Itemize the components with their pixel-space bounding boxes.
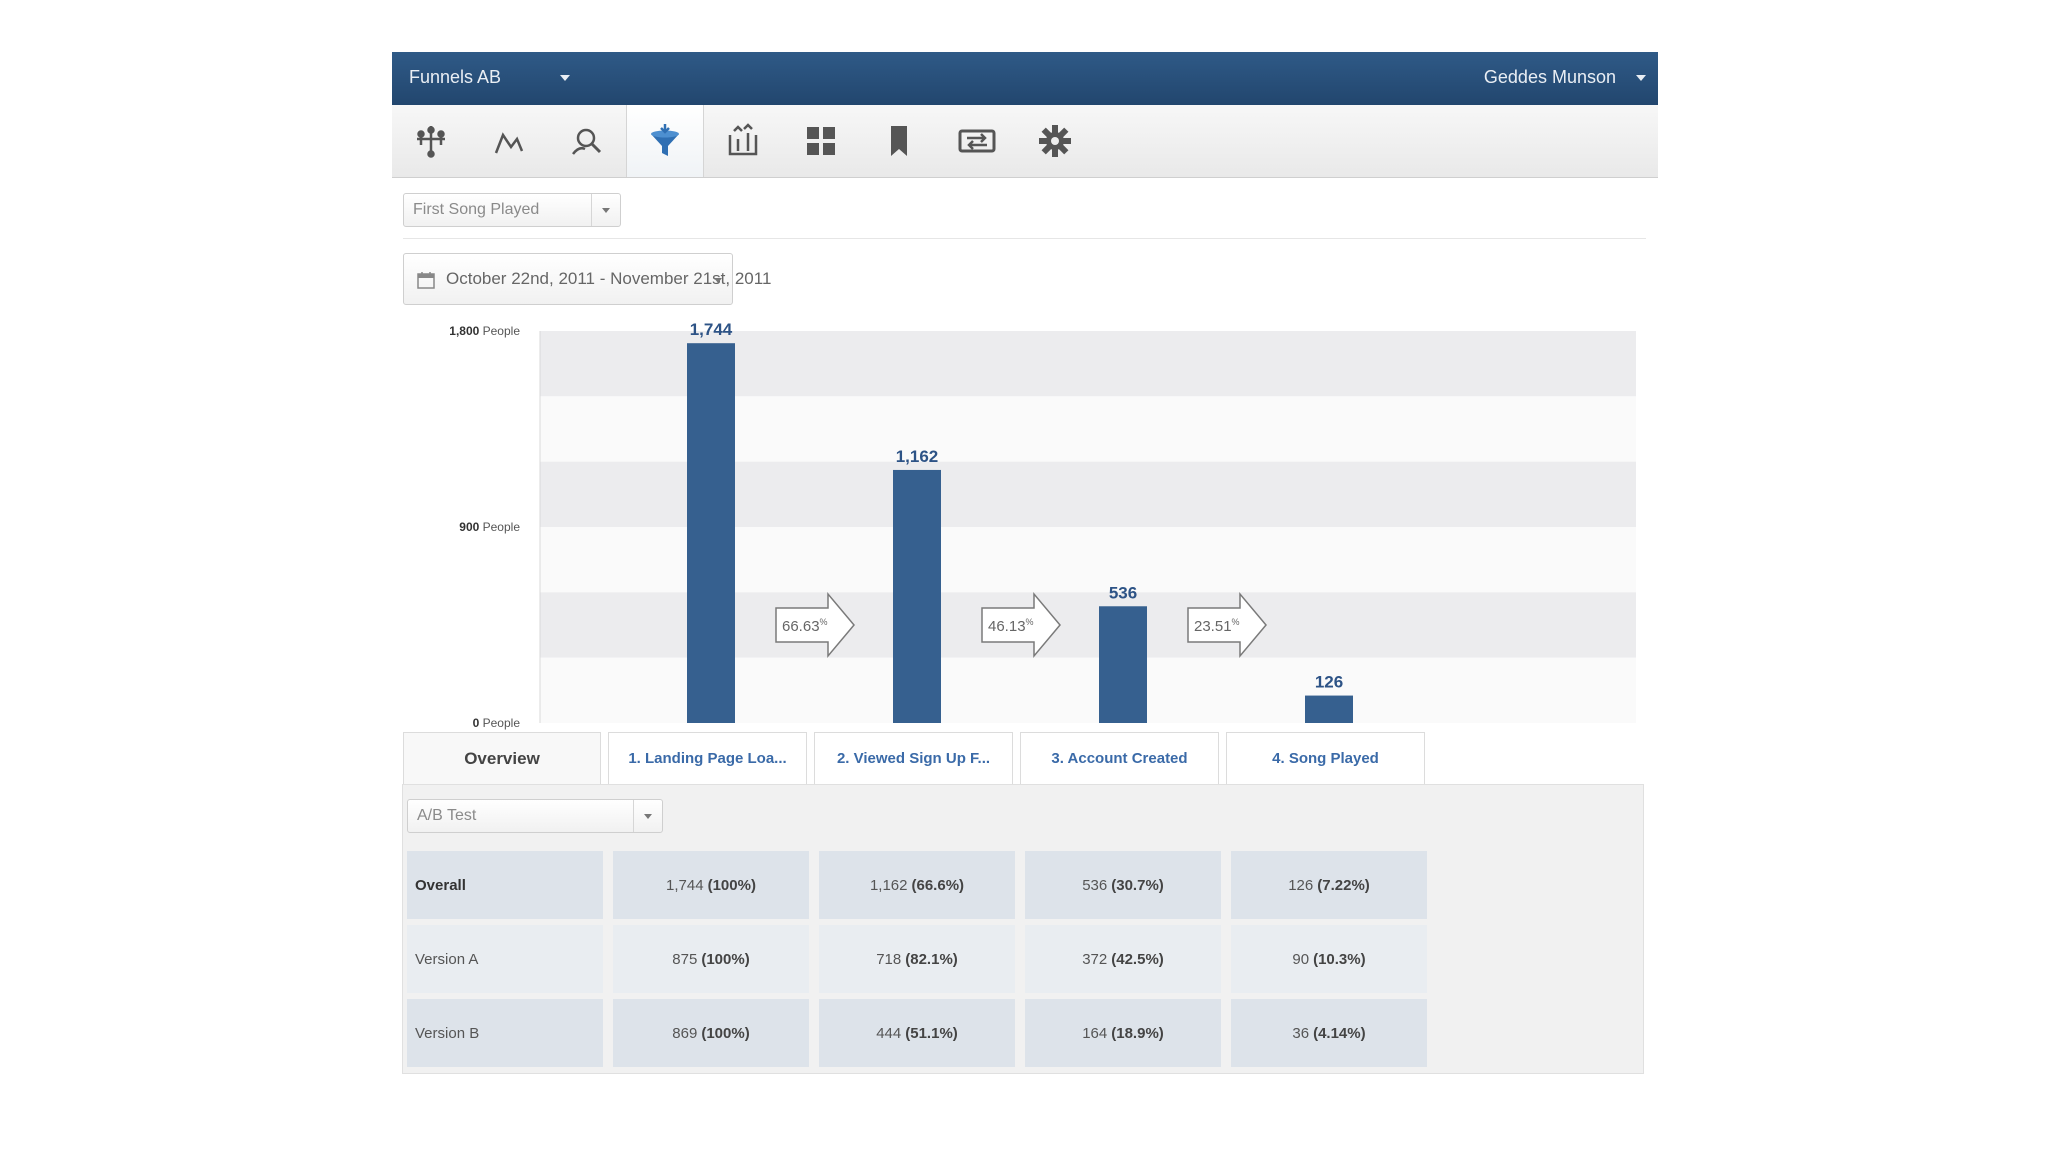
table-cell: 164 (18.9%): [1025, 999, 1221, 1067]
toolbar: [392, 105, 1658, 178]
people-search-icon: [572, 128, 602, 155]
conversion-rate-2: 46.13%: [988, 617, 1034, 635]
project-selector[interactable]: Funnels AB: [409, 67, 502, 87]
segment-table-panel: A/B Test Overall 1,744 (100%) 1,162 (66.6%…: [402, 784, 1644, 1074]
user-menu[interactable]: Geddes Munson: [1483, 67, 1616, 87]
date-range-select[interactable]: October 22nd, 2011 - November 21st, 2011: [403, 253, 771, 305]
funnel-bar-1: [687, 343, 735, 723]
dashboard-grid-icon: [807, 127, 835, 155]
table-cell: 875 (100%): [613, 925, 809, 993]
trends-icon: [494, 132, 524, 154]
table-cell: 1,162 (66.6%): [819, 851, 1015, 919]
conversion-arrow-3: [1187, 591, 1267, 659]
row-label-overall: Overall: [407, 851, 603, 919]
table-cell: 126 (7.22%): [1231, 851, 1427, 919]
export-icon: [958, 129, 996, 153]
funnel-bar-3: [1099, 606, 1147, 723]
funnel-chart: 1,800 People 900 People 0 People 1,744 1,162…: [449, 320, 1636, 730]
table-cell: 36 (4.14%): [1231, 999, 1427, 1067]
date-range-value: October 22nd, 2011 - November 21st, 2011: [446, 269, 772, 288]
funnel-icon: [651, 124, 679, 156]
bar-value-label-4: 126: [1315, 673, 1343, 692]
tool-funnels[interactable]: [626, 105, 704, 177]
y-tick-label: 1,800 People: [449, 324, 520, 338]
funnel-bar-4: [1305, 695, 1353, 723]
table-cell: 718 (82.1%): [819, 925, 1015, 993]
table-cell: 1,744 (100%): [613, 851, 809, 919]
divider: [403, 238, 1646, 239]
tool-retention[interactable]: [704, 105, 782, 177]
tool-settings[interactable]: [1016, 105, 1094, 177]
project-dropdown-icon[interactable]: [560, 75, 570, 81]
row-label-version-a: Version A: [407, 925, 603, 993]
funnel-select-value: First Song Played: [413, 201, 540, 218]
table-cell: 869 (100%): [613, 999, 809, 1067]
calendar-icon: [417, 272, 435, 289]
funnels-app: Funnels AB Geddes Munson: [392, 52, 1658, 1152]
tool-segmentation[interactable]: [392, 105, 470, 177]
y-tick-label: 0 People: [473, 716, 521, 730]
tab-overview[interactable]: Overview: [403, 732, 601, 784]
segment-select[interactable]: A/B Test: [407, 799, 663, 833]
chevron-down-icon[interactable]: [633, 800, 662, 832]
conversion-rate-1: 66.63%: [782, 617, 828, 635]
tab-step-4[interactable]: 4. Song Played: [1226, 732, 1425, 784]
conversion-arrow-2: [981, 591, 1061, 659]
top-bar: Funnels AB Geddes Munson: [392, 52, 1658, 105]
conversion-rate-3: 23.51%: [1194, 617, 1240, 635]
table-cell: 372 (42.5%): [1025, 925, 1221, 993]
tool-bookmarks[interactable]: [860, 105, 938, 177]
settings-gear-icon: [1039, 125, 1071, 157]
tool-dashboard[interactable]: [782, 105, 860, 177]
bar-value-label-2: 1,162: [896, 447, 939, 466]
bar-value-label-3: 536: [1109, 583, 1137, 602]
conversion-arrow-1: [775, 591, 855, 659]
y-tick-label: 900 People: [459, 520, 520, 534]
tab-step-2[interactable]: 2. Viewed Sign Up F...: [814, 732, 1013, 784]
segment-select-value: A/B Test: [417, 807, 477, 824]
segmentation-icon: [417, 126, 445, 158]
row-label-version-b: Version B: [407, 999, 603, 1067]
tab-step-1[interactable]: 1. Landing Page Loa...: [608, 732, 807, 784]
chevron-down-icon[interactable]: [714, 278, 722, 283]
tab-step-3[interactable]: 3. Account Created: [1020, 732, 1219, 784]
table-cell: 444 (51.1%): [819, 999, 1015, 1067]
retention-icon: [728, 123, 758, 156]
bar-value-label-1: 1,744: [690, 320, 733, 339]
tool-export[interactable]: [938, 105, 1016, 177]
tool-trends[interactable]: [470, 105, 548, 177]
funnel-select[interactable]: First Song Played: [403, 193, 621, 227]
user-dropdown-icon[interactable]: [1636, 75, 1646, 81]
chevron-down-icon[interactable]: [591, 194, 620, 226]
table-cell: 536 (30.7%): [1025, 851, 1221, 919]
bookmark-icon: [891, 126, 907, 156]
tool-people-search[interactable]: [548, 105, 626, 177]
funnel-bar-2: [893, 469, 941, 723]
table-cell: 90 (10.3%): [1231, 925, 1427, 993]
